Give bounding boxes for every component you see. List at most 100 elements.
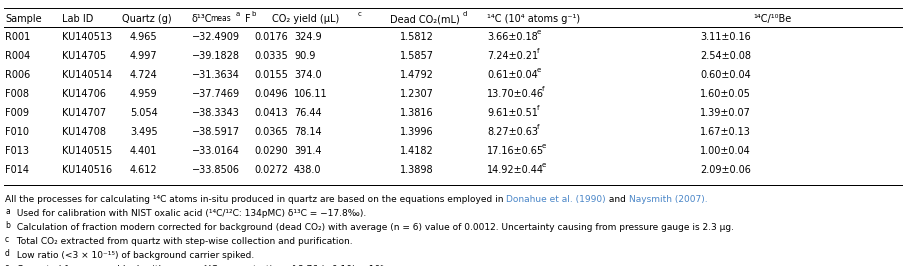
Text: e: e <box>542 162 546 168</box>
Text: 1.60±0.05: 1.60±0.05 <box>700 89 751 99</box>
Text: KU14708: KU14708 <box>62 127 106 137</box>
Text: 1.3898: 1.3898 <box>400 165 434 175</box>
Text: −38.5917: −38.5917 <box>192 127 240 137</box>
Text: Quartz (g): Quartz (g) <box>122 14 171 24</box>
Text: 438.0: 438.0 <box>294 165 322 175</box>
Text: −32.4909: −32.4909 <box>192 32 240 42</box>
Text: R004: R004 <box>5 51 30 61</box>
Text: KU14707: KU14707 <box>62 108 106 118</box>
Text: 0.0413: 0.0413 <box>254 108 287 118</box>
Text: 78.14: 78.14 <box>294 127 322 137</box>
Text: Total CO₂ extracted from quartz with step-wise collection and purification.: Total CO₂ extracted from quartz with ste… <box>14 237 352 246</box>
Text: δ¹³C: δ¹³C <box>192 14 213 24</box>
Text: f: f <box>536 48 539 54</box>
Text: F009: F009 <box>5 108 29 118</box>
Text: KU140515: KU140515 <box>62 146 112 156</box>
Text: 9.61±0.51: 9.61±0.51 <box>487 108 538 118</box>
Text: 76.44: 76.44 <box>294 108 322 118</box>
Text: 17.16±0.65: 17.16±0.65 <box>487 146 545 156</box>
Text: 1.3996: 1.3996 <box>400 127 434 137</box>
Text: ¹⁴C/¹⁰Be: ¹⁴C/¹⁰Be <box>753 14 791 24</box>
Text: KU14705: KU14705 <box>62 51 106 61</box>
Text: 7.24±0.21: 7.24±0.21 <box>487 51 538 61</box>
Text: 4.401: 4.401 <box>130 146 158 156</box>
Text: Naysmith (2007).: Naysmith (2007). <box>629 195 708 204</box>
Text: f: f <box>536 105 539 111</box>
Text: Sample: Sample <box>5 14 42 24</box>
Text: 0.0290: 0.0290 <box>254 146 288 156</box>
Text: 0.0496: 0.0496 <box>254 89 287 99</box>
Text: 0.0155: 0.0155 <box>254 70 288 80</box>
Text: meas: meas <box>210 14 231 23</box>
Text: 0.60±0.04: 0.60±0.04 <box>700 70 751 80</box>
Text: b: b <box>251 11 255 17</box>
Text: a: a <box>5 207 10 216</box>
Text: Low ratio (<3 × 10⁻¹⁵) of background carrier spiked.: Low ratio (<3 × 10⁻¹⁵) of background car… <box>14 251 255 260</box>
Text: 0.0176: 0.0176 <box>254 32 288 42</box>
Text: R001: R001 <box>5 32 30 42</box>
Text: 0.0335: 0.0335 <box>254 51 288 61</box>
Text: 0.0272: 0.0272 <box>254 165 288 175</box>
Text: 3.11±0.16: 3.11±0.16 <box>700 32 751 42</box>
Text: e: e <box>542 143 546 149</box>
Text: and: and <box>606 195 629 204</box>
Text: 0.0365: 0.0365 <box>254 127 288 137</box>
Text: d: d <box>5 249 10 258</box>
Text: a: a <box>236 11 240 17</box>
Text: 1.4792: 1.4792 <box>400 70 434 80</box>
Text: 1.3816: 1.3816 <box>400 108 434 118</box>
Text: KU140513: KU140513 <box>62 32 112 42</box>
Text: −37.7469: −37.7469 <box>192 89 240 99</box>
Text: 1.67±0.13: 1.67±0.13 <box>700 127 751 137</box>
Text: −33.8506: −33.8506 <box>192 165 240 175</box>
Text: 4.959: 4.959 <box>130 89 158 99</box>
Text: F: F <box>245 14 251 24</box>
Text: All the processes for calculating ¹⁴C atoms in-situ produced in quartz are based: All the processes for calculating ¹⁴C at… <box>5 195 506 204</box>
Text: Calculation of fraction modern corrected for background (dead CO₂) with average : Calculation of fraction modern corrected… <box>14 223 734 232</box>
Text: CO₂ yield (μL): CO₂ yield (μL) <box>272 14 339 24</box>
Text: KU140514: KU140514 <box>62 70 112 80</box>
Text: F013: F013 <box>5 146 29 156</box>
Text: 4.997: 4.997 <box>130 51 158 61</box>
Text: 1.2307: 1.2307 <box>400 89 434 99</box>
Text: e: e <box>536 67 541 73</box>
Text: 4.965: 4.965 <box>130 32 158 42</box>
Text: 90.9: 90.9 <box>294 51 315 61</box>
Text: 14.92±0.44: 14.92±0.44 <box>487 165 544 175</box>
Text: Dead CO₂(mL): Dead CO₂(mL) <box>390 14 459 24</box>
Text: 106.11: 106.11 <box>294 89 328 99</box>
Text: KU140516: KU140516 <box>62 165 112 175</box>
Text: ¹⁴C (10⁴ atoms g⁻¹): ¹⁴C (10⁴ atoms g⁻¹) <box>487 14 580 24</box>
Text: 1.5857: 1.5857 <box>400 51 434 61</box>
Text: f: f <box>536 124 539 130</box>
Text: 13.70±0.46: 13.70±0.46 <box>487 89 544 99</box>
Text: −39.1828: −39.1828 <box>192 51 240 61</box>
Text: d: d <box>463 11 467 17</box>
Text: R006: R006 <box>5 70 30 80</box>
Text: −33.0164: −33.0164 <box>192 146 240 156</box>
Text: 4.612: 4.612 <box>130 165 158 175</box>
Text: 391.4: 391.4 <box>294 146 322 156</box>
Text: e: e <box>536 29 541 35</box>
Text: F010: F010 <box>5 127 29 137</box>
Text: 2.09±0.06: 2.09±0.06 <box>700 165 751 175</box>
Text: 4.724: 4.724 <box>130 70 158 80</box>
Text: 1.00±0.04: 1.00±0.04 <box>700 146 751 156</box>
Text: Used for calibration with NIST oxalic acid (¹⁴C/¹²C: 134pMC) δ¹³C = −17.8‰).: Used for calibration with NIST oxalic ac… <box>14 209 366 218</box>
Text: Donahue et al. (1990): Donahue et al. (1990) <box>506 195 606 204</box>
Text: 1.4182: 1.4182 <box>400 146 434 156</box>
Text: 1.39±0.07: 1.39±0.07 <box>700 108 751 118</box>
Text: 1.5812: 1.5812 <box>400 32 434 42</box>
Text: 2.54±0.08: 2.54±0.08 <box>700 51 751 61</box>
Text: −31.3634: −31.3634 <box>192 70 240 80</box>
Text: 3.66±0.18: 3.66±0.18 <box>487 32 538 42</box>
Text: −38.3343: −38.3343 <box>192 108 240 118</box>
Text: e: e <box>5 263 10 266</box>
Text: Lab ID: Lab ID <box>62 14 93 24</box>
Text: 3.495: 3.495 <box>130 127 158 137</box>
Text: f: f <box>542 86 545 92</box>
Text: 0.61±0.04: 0.61±0.04 <box>487 70 538 80</box>
Text: c: c <box>5 235 9 244</box>
Text: 374.0: 374.0 <box>294 70 322 80</box>
Text: 324.9: 324.9 <box>294 32 322 42</box>
